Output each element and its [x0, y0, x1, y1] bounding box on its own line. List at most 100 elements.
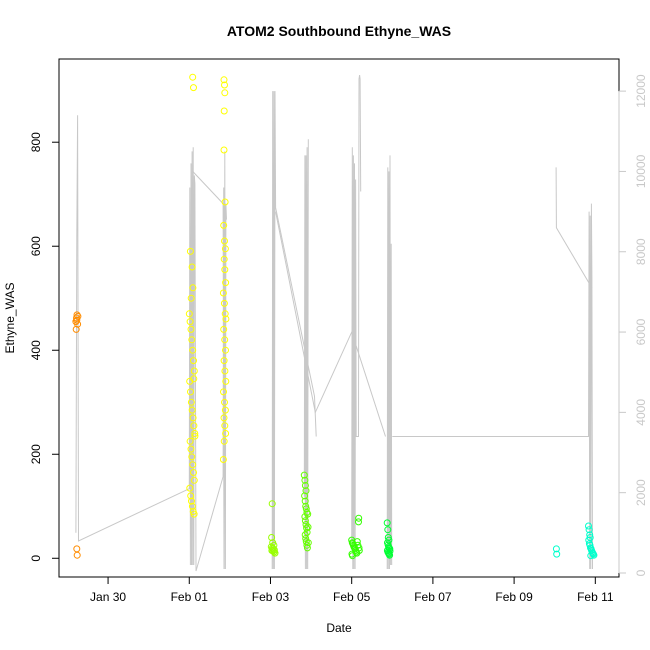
data-point: [221, 245, 229, 253]
data-point: [187, 294, 195, 302]
secondary-line-segment: [351, 75, 362, 570]
secondary-line-segment: [275, 211, 386, 437]
y2-tick-label: 4000: [634, 399, 648, 426]
data-point: [585, 522, 592, 530]
data-point: [74, 320, 82, 328]
x-axis-label: Date: [326, 621, 352, 635]
data-point: [384, 526, 392, 534]
data-point: [219, 456, 227, 463]
secondary-line-segment: [75, 115, 227, 572]
data-point: [186, 437, 194, 445]
data-point: [222, 346, 229, 354]
data-point: [189, 414, 197, 422]
data-point: [185, 310, 193, 318]
data-point: [349, 552, 356, 560]
data-point: [222, 279, 230, 287]
data-point: [355, 514, 363, 522]
y2-tick-label: 0: [634, 569, 648, 576]
data-point: [220, 325, 228, 333]
data-point: [189, 284, 197, 292]
data-point: [190, 469, 197, 476]
data-point: [190, 357, 197, 365]
data-point: [355, 547, 363, 554]
data-point: [222, 430, 230, 437]
data-point: [187, 325, 195, 333]
data-point: [220, 357, 228, 365]
data-point: [186, 484, 194, 492]
data-point: [585, 526, 593, 534]
data-point: [186, 318, 194, 326]
y-tick-label: 600: [29, 236, 43, 256]
data-point: [301, 492, 309, 500]
data-point: [304, 539, 312, 547]
data-point: [301, 476, 309, 484]
data-point: [221, 367, 229, 375]
y-tick-label: 800: [29, 132, 43, 152]
y-tick-label: 0: [29, 555, 43, 562]
data-point: [585, 536, 593, 544]
data-point: [303, 524, 311, 532]
data-point: [353, 538, 361, 546]
data-point: [73, 316, 81, 324]
data-point: [220, 107, 228, 115]
data-point: [187, 445, 195, 453]
data-point: [73, 545, 81, 553]
data-point: [187, 398, 195, 406]
data-point: [302, 487, 310, 495]
data-point: [72, 325, 80, 333]
y-tick-label: 200: [29, 444, 43, 464]
data-point: [74, 312, 82, 320]
x-tick-label: Feb 11: [577, 590, 614, 604]
x-tick-label: Feb 09: [495, 590, 533, 604]
secondary-line-layer: [75, 75, 593, 572]
data-point: [221, 89, 229, 97]
y2-tick-label: 12000: [634, 74, 648, 108]
data-point: [220, 414, 228, 422]
data-point: [221, 198, 229, 206]
data-point: [303, 544, 311, 552]
data-point: [552, 545, 560, 553]
data-point: [220, 221, 228, 229]
data-point: [188, 497, 195, 505]
secondary-line-segment: [192, 171, 225, 570]
data-point: [221, 422, 229, 430]
data-point: [220, 255, 228, 263]
data-point: [186, 247, 194, 255]
data-point: [221, 406, 229, 414]
chart-title: ATOM2 Southbound Ethyne_WAS: [227, 23, 451, 39]
x-tick-label: Jan 30: [90, 590, 126, 604]
secondary-line-segment: [392, 203, 593, 570]
data-point: [222, 315, 230, 323]
data-point: [221, 310, 229, 318]
data-point: [301, 531, 309, 539]
axes-layer: Jan 30 Feb 01 Feb 03 Feb 05 Feb 07 Feb 09 Feb …: [29, 74, 648, 604]
y-axis-label: Ethyne_WAS: [3, 283, 17, 354]
x-tick-label: Feb 01: [171, 590, 209, 604]
data-point: [304, 523, 312, 531]
x-tick-label: Feb 05: [333, 590, 371, 604]
data-point: [221, 237, 228, 245]
data-point: [220, 299, 228, 307]
data-point: [590, 551, 598, 559]
data-point: [383, 519, 391, 527]
secondary-line-segment: [555, 167, 593, 289]
data-point: [73, 311, 81, 319]
data-point: [221, 336, 229, 344]
data-point: [386, 551, 394, 559]
plot-frame: [58, 58, 620, 578]
data-point: [221, 81, 228, 89]
data-point: [268, 534, 276, 541]
data-point: [355, 544, 363, 552]
data-point: [190, 422, 198, 430]
y2-tick-label: 6000: [634, 318, 648, 345]
data-point: [269, 547, 277, 555]
data-point: [220, 76, 228, 84]
data-point: [188, 406, 196, 414]
secondary-line-segment: [271, 91, 317, 570]
points-layer: [72, 73, 598, 560]
data-point: [188, 502, 196, 510]
data-point: [189, 461, 197, 469]
data-point: [355, 518, 362, 526]
data-point: [270, 548, 278, 556]
